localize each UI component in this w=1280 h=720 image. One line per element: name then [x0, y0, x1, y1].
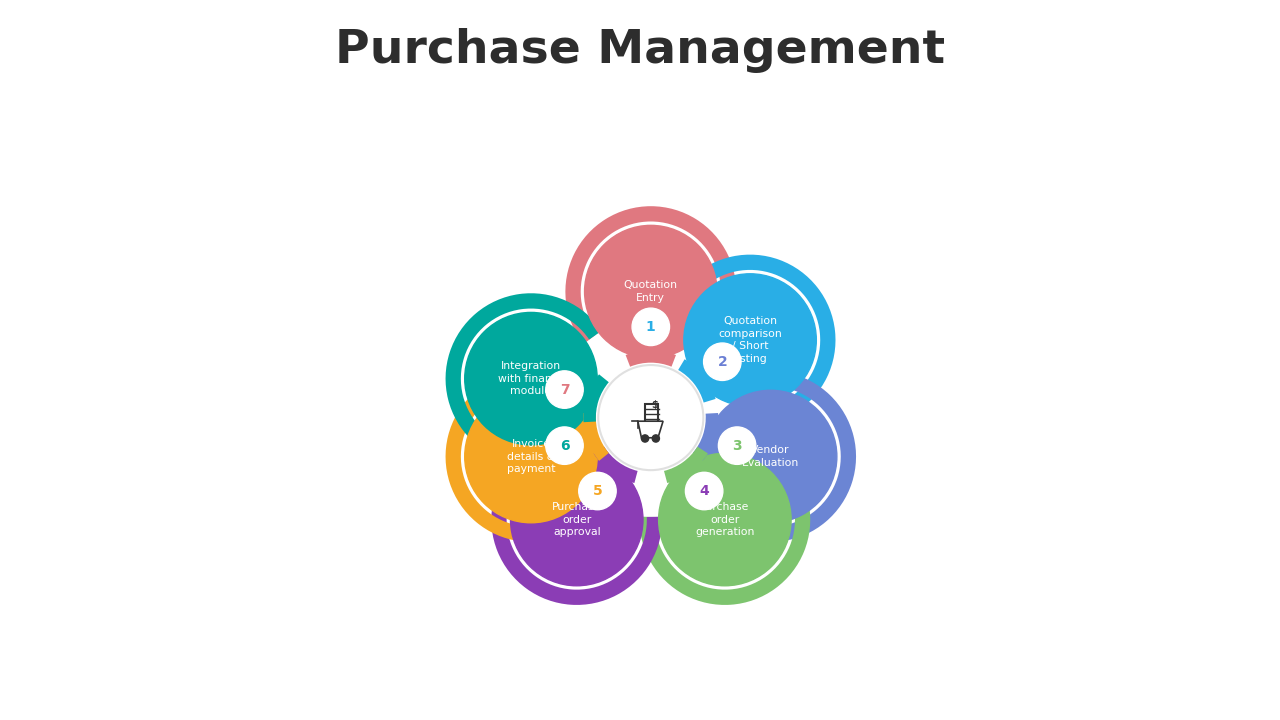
Text: Invoice
details &
payment: Invoice details & payment [507, 439, 556, 474]
Text: 6: 6 [559, 438, 570, 453]
Circle shape [465, 390, 598, 523]
Circle shape [704, 390, 837, 523]
Text: Vendor
Evaluation: Vendor Evaluation [742, 446, 799, 468]
Text: Purchase
order
generation: Purchase order generation [695, 502, 754, 537]
Circle shape [632, 308, 669, 346]
Circle shape [465, 312, 598, 445]
Circle shape [659, 454, 791, 586]
Circle shape [598, 365, 704, 470]
Text: 7: 7 [559, 382, 570, 397]
Circle shape [511, 454, 643, 586]
Text: Quotation
comparison
/ Short
listing: Quotation comparison / Short listing [718, 316, 782, 364]
Polygon shape [637, 421, 663, 438]
Circle shape [718, 427, 755, 464]
Text: 3: 3 [732, 438, 742, 453]
Text: 5: 5 [593, 484, 603, 498]
Text: Quotation
Entry: Quotation Entry [623, 280, 678, 303]
Circle shape [585, 225, 717, 358]
Text: 1: 1 [646, 320, 655, 334]
Circle shape [653, 435, 659, 442]
Circle shape [685, 472, 723, 510]
Text: Purchase Management: Purchase Management [335, 28, 945, 73]
Text: $: $ [652, 400, 658, 410]
Text: 2: 2 [717, 355, 727, 369]
Circle shape [545, 427, 584, 464]
Circle shape [684, 274, 817, 406]
Circle shape [704, 343, 741, 380]
Circle shape [545, 371, 584, 408]
Circle shape [641, 435, 649, 442]
Text: 4: 4 [699, 484, 709, 498]
Text: Purchase
order
approval: Purchase order approval [552, 502, 602, 537]
Text: Integration
with finance
module: Integration with finance module [498, 361, 564, 396]
Polygon shape [645, 403, 658, 421]
Circle shape [579, 472, 616, 510]
